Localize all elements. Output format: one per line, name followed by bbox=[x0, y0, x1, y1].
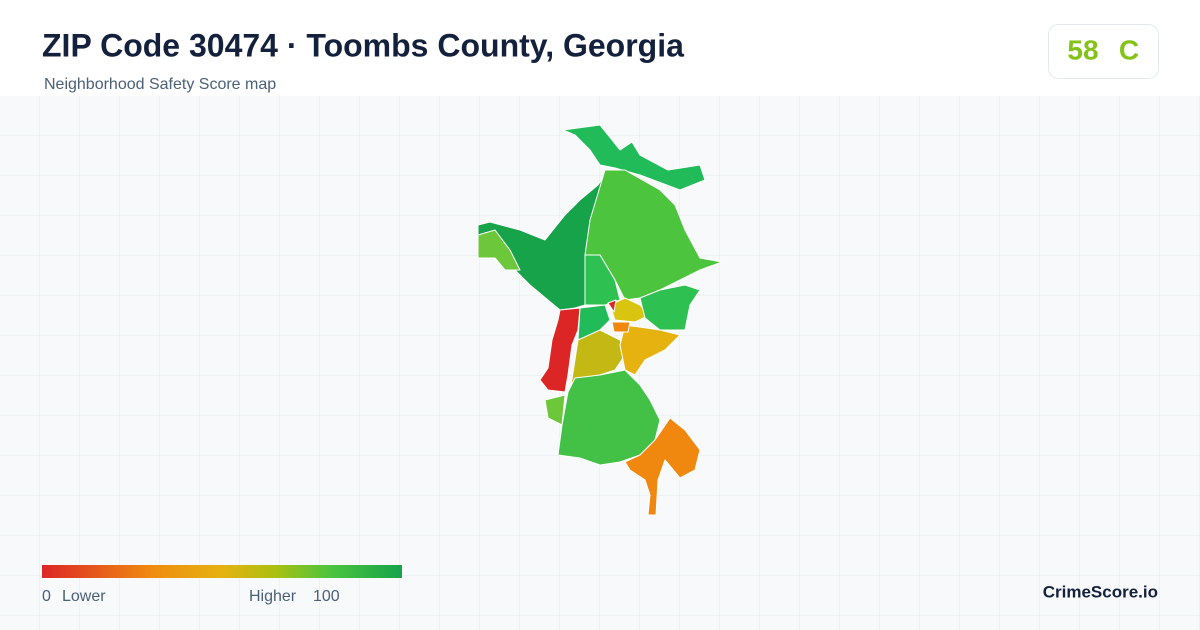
area bbox=[539, 307, 581, 393]
zip-areas bbox=[477, 124, 723, 516]
area bbox=[544, 394, 566, 426]
score-badge bbox=[1048, 24, 1159, 79]
brand: CrimeScore.io bbox=[1043, 582, 1158, 601]
subtitle: Neighborhood Safety Score map bbox=[44, 76, 276, 93]
area bbox=[562, 124, 706, 191]
score-grade: C bbox=[1119, 34, 1139, 65]
legend-min: 0 bbox=[42, 588, 51, 605]
area bbox=[619, 324, 681, 376]
area bbox=[624, 417, 701, 516]
area bbox=[477, 229, 521, 271]
title: ZIP Code 30474 · Toombs County, Georgia bbox=[42, 27, 684, 63]
legend-max-label: Higher bbox=[249, 588, 297, 605]
area bbox=[607, 299, 617, 313]
area bbox=[639, 284, 701, 331]
legend-min-label: Lower bbox=[62, 588, 106, 605]
score-value: 58 bbox=[1067, 34, 1098, 65]
legend-ramp bbox=[42, 565, 402, 578]
area bbox=[611, 321, 631, 333]
legend-max: 100 bbox=[313, 588, 340, 605]
